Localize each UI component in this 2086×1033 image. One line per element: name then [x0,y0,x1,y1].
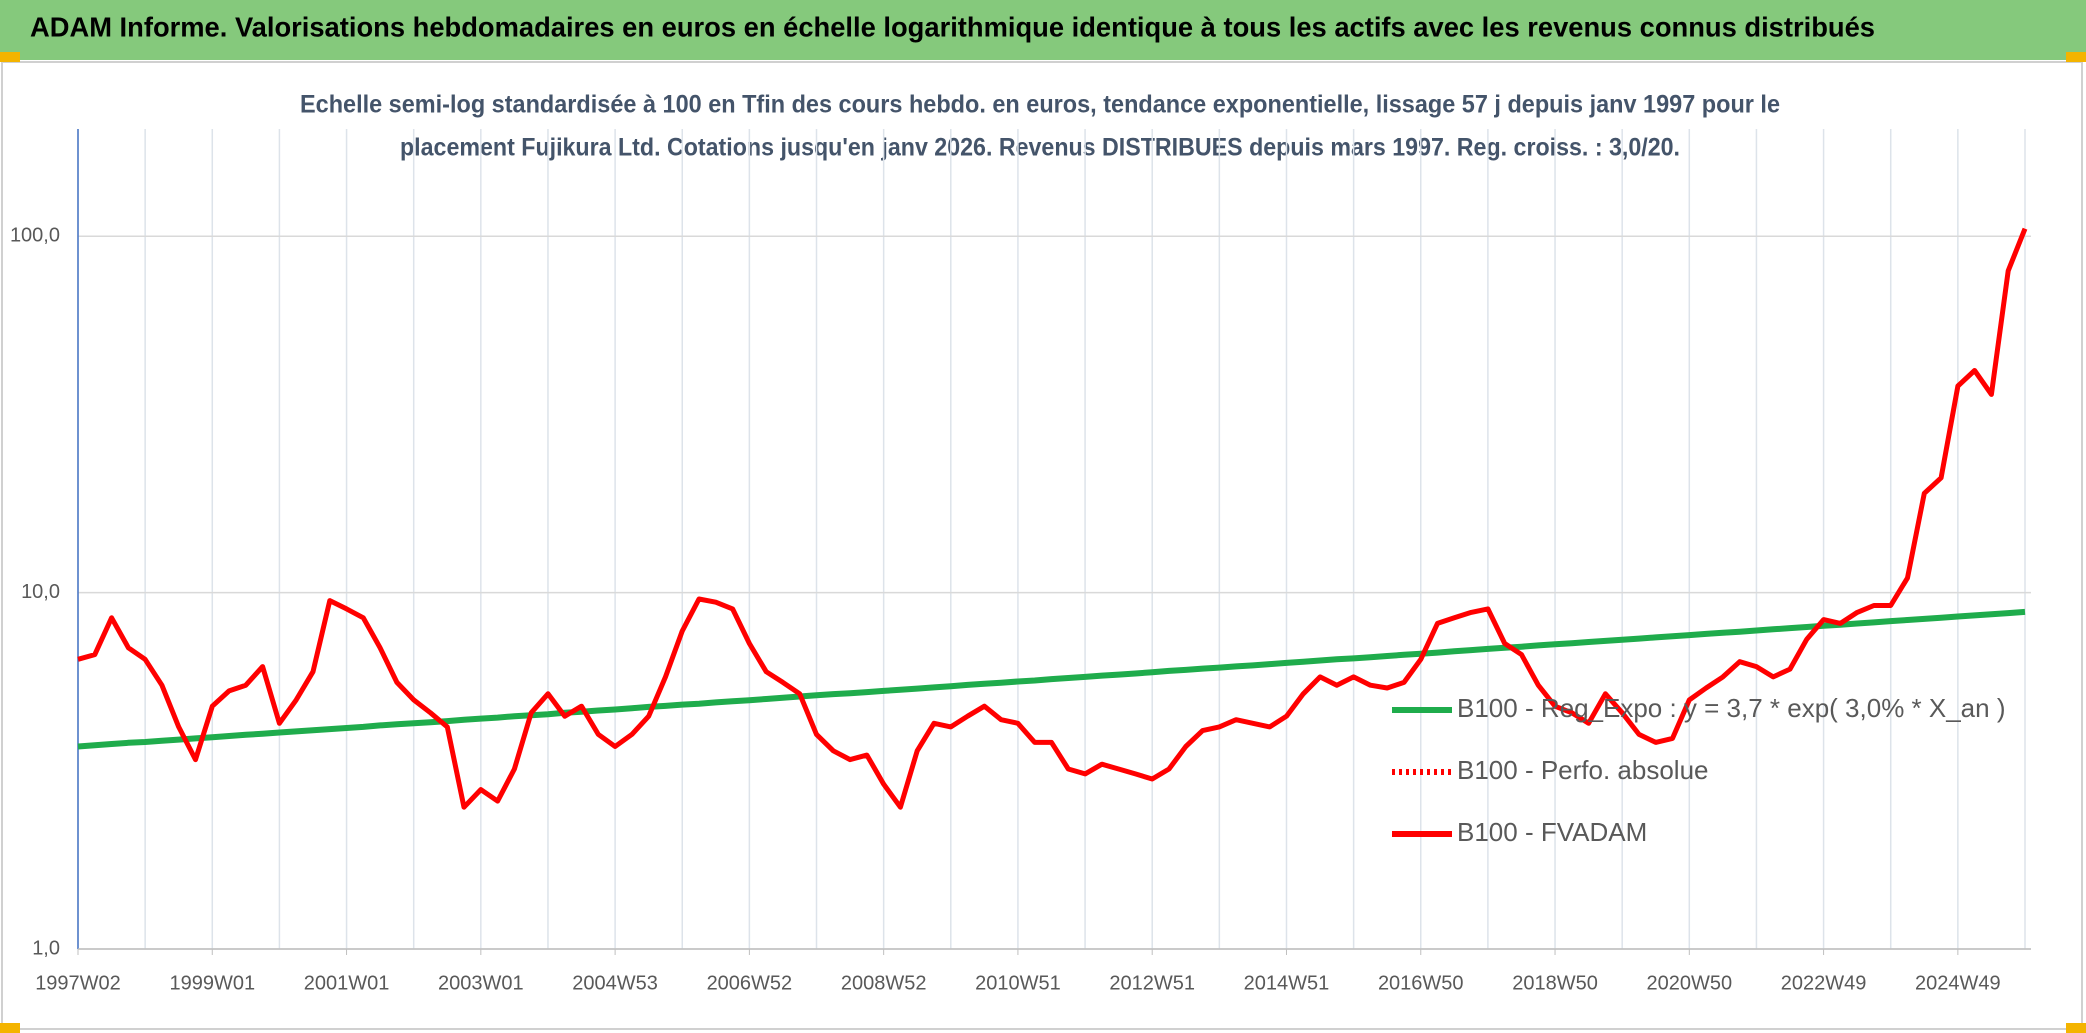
chart-title: ADAM Informe. Valorisations hebdomadaire… [30,11,1875,42]
y-tick-label: 1,0 [32,937,60,959]
x-tick-label: 2016W50 [1378,972,1464,994]
corner-mark [2066,52,2086,62]
corner-mark [2066,1023,2086,1033]
x-tick-label: 2012W51 [1109,972,1195,994]
chart-subtitle: Echelle semi-log standardisée à 100 en T… [300,91,1780,119]
x-tick-label: 2014W51 [1244,972,1330,994]
x-tick-label: 2010W51 [975,972,1061,994]
series-line [77,227,2028,810]
legend-label: B100 - Perfo. absolue [1457,755,1709,785]
y-tick-label: 10,0 [21,581,60,603]
x-tick-label: 2024W49 [1915,972,2001,994]
panel [1,61,2083,1030]
x-tick-label: 2001W01 [304,972,390,994]
x-tick-label: 2022W49 [1781,972,1867,994]
x-tick-label: 1999W01 [169,972,255,994]
y-tick-label: 100,0 [10,225,60,247]
x-tick-label: 2006W52 [707,972,793,994]
header-bar [0,0,2086,60]
x-tick-label: 2020W50 [1646,972,1732,994]
legend-label: B100 - Reg_Expo : y = 3,7 * exp( 3,0% * … [1457,693,2006,723]
legend-label: B100 - FVADAM [1457,817,1647,847]
x-tick-label: 2004W53 [572,972,658,994]
corner-mark [0,52,20,62]
chart-subtitle: placement Fujikura Ltd. Cotations jusqu'… [400,134,1680,162]
x-tick-label: 1997W02 [35,972,121,994]
x-tick-label: 2018W50 [1512,972,1598,994]
corner-mark [0,1023,20,1033]
series-line [77,608,2026,750]
x-tick-label: 2008W52 [841,972,927,994]
x-tick-label: 2003W01 [438,972,524,994]
